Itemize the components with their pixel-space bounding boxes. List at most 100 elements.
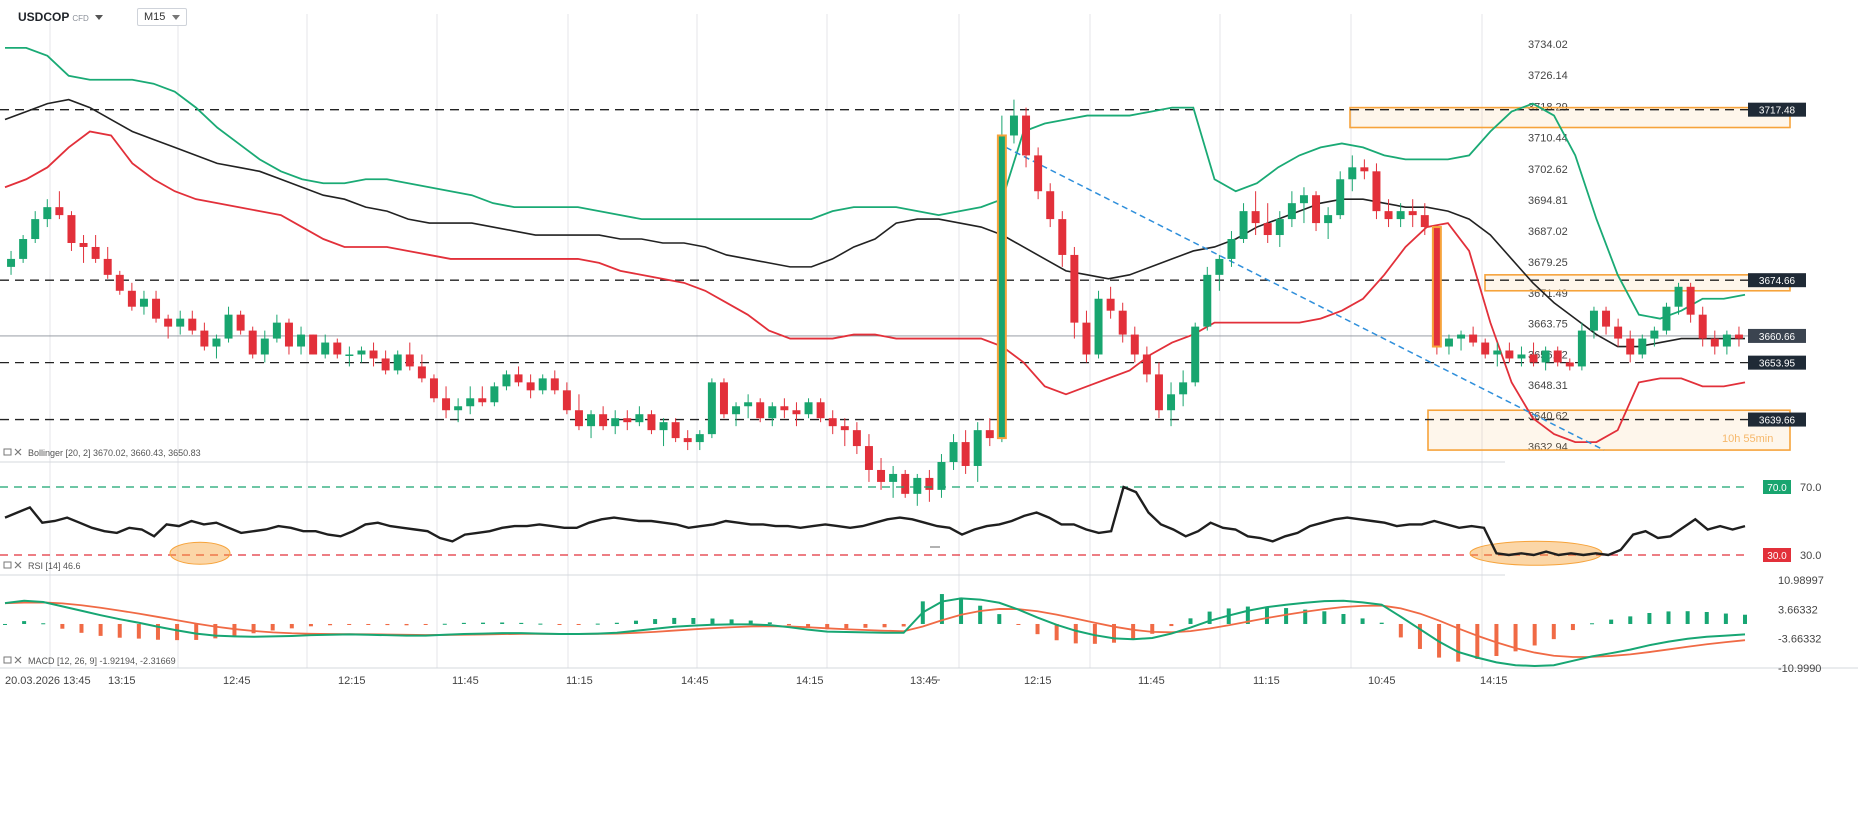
macd-histogram-bar [308,623,313,627]
macd-histogram-bar [882,623,887,628]
macd-histogram-bar [1207,611,1212,624]
current-price-badge [1748,328,1806,343]
price-level-badge-label: 3653.95 [1759,359,1796,370]
candle-body [1517,354,1526,359]
macd-histogram-bar [653,619,658,624]
candle-body [828,418,837,427]
macd-histogram-bar [22,621,27,624]
macd-histogram-bar [1303,609,1308,624]
macd-histogram-bar [1112,623,1117,643]
candle-body [756,402,765,419]
macd-histogram-bar [1723,613,1728,624]
macd-histogram-bar [1341,613,1346,624]
macd-histogram-bar [825,623,830,630]
price-level-badge [1748,412,1806,427]
candle-body [1009,115,1018,136]
macd-histogram-bar [576,623,581,625]
candle-body [996,134,1007,440]
candle-body [297,334,306,347]
macd-histogram-bar [538,623,543,625]
macd-histogram-bar [1743,614,1747,624]
macd-histogram-bar [1647,612,1652,624]
macd-histogram-bar [1417,623,1422,649]
candle-body [1469,334,1478,343]
candle-body [139,298,148,307]
price-level-badge [1748,102,1806,117]
candle-body [937,462,946,490]
macd-histogram-bar [1131,623,1136,639]
highlight-zone [1427,409,1791,451]
macd-histogram-bar [461,622,466,624]
candle-body [212,338,221,347]
macd-histogram-bar [136,623,141,639]
time-axis-tick-label: 12:15 [338,675,366,687]
symbol-selector[interactable]: USDCOP CFD [18,10,103,24]
candle-body [224,314,233,339]
macd-histogram-bar [1054,623,1059,641]
candle-body [164,318,173,327]
macd-histogram-bar [1456,623,1461,662]
macd-histogram-bar [1322,611,1327,624]
candle-body [574,410,583,427]
price-axis-tick-label: 3679.25 [1528,257,1568,269]
candle-body [1698,314,1707,339]
rsi-legend-label: RSI [14] 46.6 [28,561,81,571]
candle-body [248,330,257,355]
macd-histogram-bar [1628,616,1633,624]
candle-body [1106,298,1115,311]
candle-body [454,406,463,411]
candle-body [1070,254,1079,323]
candle-body [599,414,608,427]
candle-body [442,398,451,411]
macd-histogram-bar [1035,623,1040,635]
candle-body [1481,342,1490,355]
timeframe-label: M15 [144,11,166,23]
candle-body [1577,330,1586,367]
candle-body [1589,310,1598,331]
candle-body [417,366,426,379]
time-axis-tick-label: 14:45 [681,675,709,687]
candle-body [1154,374,1163,411]
candle-body [1360,167,1369,172]
rsi-level-badge [1763,480,1791,494]
macd-line [4,597,1746,668]
candle-body [647,414,656,431]
macd-histogram-bar [1704,611,1709,624]
candle-body [1324,215,1333,224]
candle-body [1553,350,1562,363]
macd-histogram-bar [1245,606,1250,624]
chevron-down-icon[interactable] [94,15,103,21]
candle-body [889,473,898,482]
candle-body [961,442,970,466]
candle-body [635,414,644,423]
candle-body [611,418,620,427]
candle-body [1312,195,1321,224]
macd-histogram-bar [959,597,964,624]
rsi-highlight-ellipse [169,541,231,565]
candle-body [1215,258,1224,275]
macd-histogram-bar [423,623,428,625]
time-axis-tick-label: 11:15 [566,675,593,687]
timeframe-selector[interactable]: M15 [137,8,188,26]
candle-body [31,219,40,240]
macd-histogram-bar [729,619,734,624]
candle-body [1142,354,1151,375]
candle-body [309,334,318,355]
candle-body [1408,211,1417,216]
candle-body [864,446,873,470]
macd-histogram-bar [79,623,84,633]
highlight-zone [1349,106,1791,129]
macd-histogram-bar [385,623,390,626]
candle-body [1541,350,1550,363]
instrument-type-label: CFD [72,14,89,23]
time-axis-tick-label: 13:15 [108,675,136,687]
macd-histogram-bar [481,622,486,624]
candle-body [1372,171,1381,212]
price-axis-tick-label: 3734.02 [1528,39,1568,51]
candle-body [369,350,378,359]
candle-body [1686,286,1695,315]
trend-line [1005,146,1605,451]
time-axis-tick-label: 11:45 [452,675,479,687]
time-axis-tick-label: 12:45 [223,675,251,687]
